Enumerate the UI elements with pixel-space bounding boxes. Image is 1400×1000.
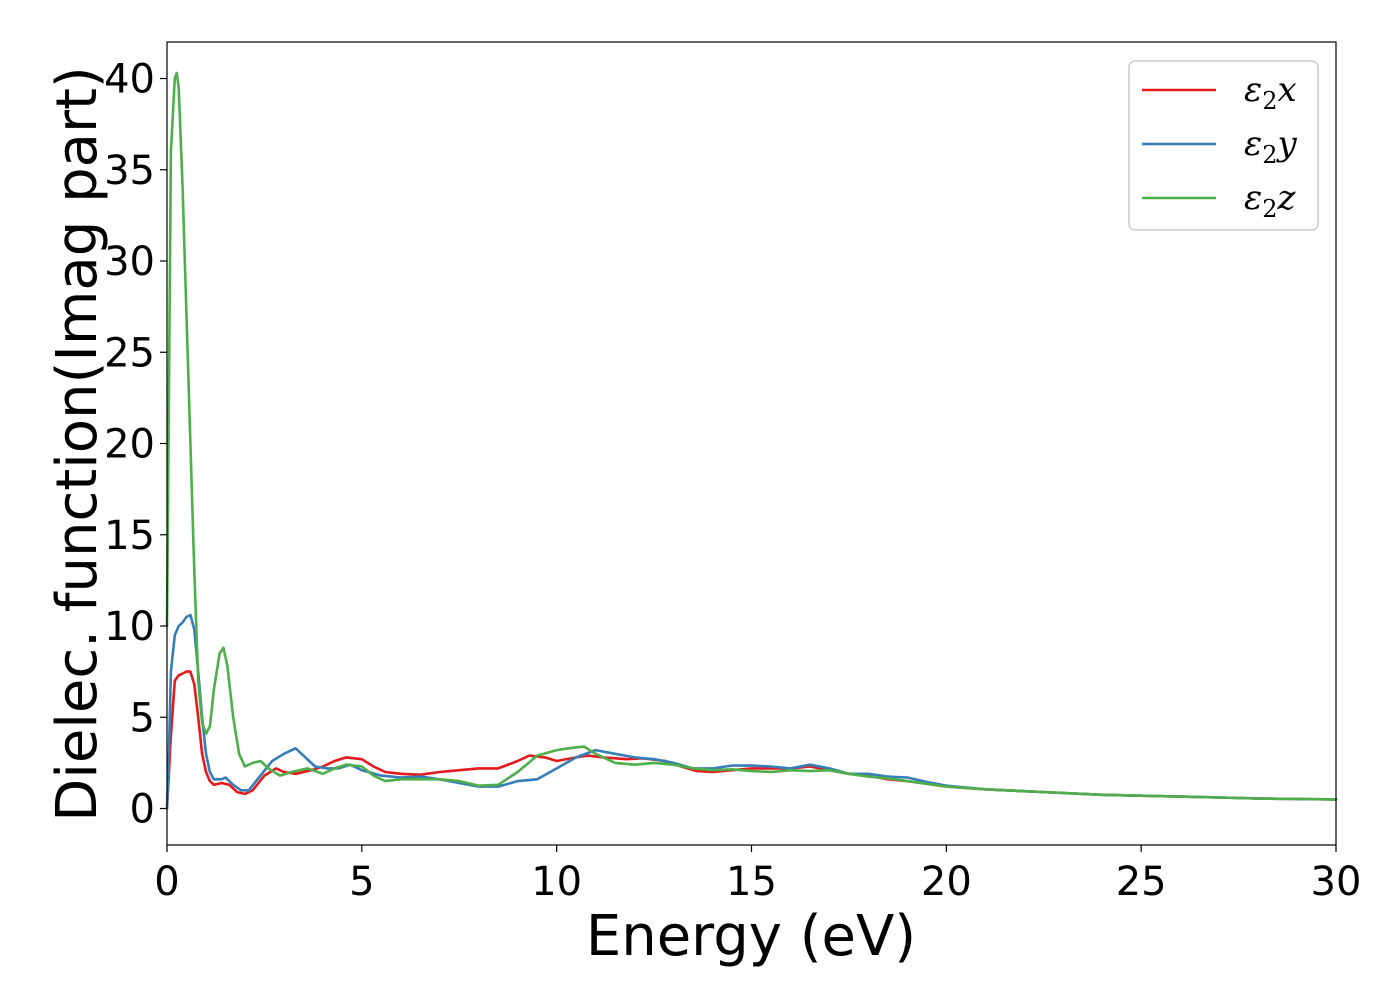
legend-label-z: ε2z: [1244, 178, 1297, 223]
x-tick-label: 10: [531, 859, 582, 905]
x-tick-label: 15: [726, 859, 777, 905]
x-tick-label: 5: [349, 859, 374, 905]
x-tick-label: 20: [921, 859, 972, 905]
x-tick-label: 25: [1116, 859, 1167, 905]
y-tick-label: 5: [130, 695, 155, 741]
legend: ε2x ε2y ε2z: [1128, 60, 1319, 231]
y-tick-label: 35: [104, 148, 155, 194]
ticks-layer: 0 5 10 15 20 25 30 0 5 10 15 20 25 30 35 40: [104, 57, 1361, 906]
y-axis-title: Dielec. function(Imag part): [45, 66, 110, 822]
legend-label-x: ε2x: [1244, 70, 1297, 115]
y-tick-label: 15: [104, 513, 155, 559]
legend-label-y: ε2y: [1244, 124, 1298, 169]
y-tick-label: 20: [104, 422, 155, 468]
y-tick-label: 0: [130, 787, 155, 833]
y-tick-label: 40: [104, 57, 155, 103]
legend-box: [1128, 60, 1319, 231]
y-tick-label: 25: [104, 330, 155, 376]
x-tick-label: 0: [154, 859, 179, 905]
x-axis-title: Energy (eV): [586, 904, 916, 969]
y-tick-label: 30: [104, 239, 155, 285]
y-tick-label: 10: [104, 604, 155, 650]
series-line-z: [165, 71, 1338, 801]
series-layer: [165, 71, 1338, 810]
x-tick-label: 30: [1311, 859, 1362, 905]
